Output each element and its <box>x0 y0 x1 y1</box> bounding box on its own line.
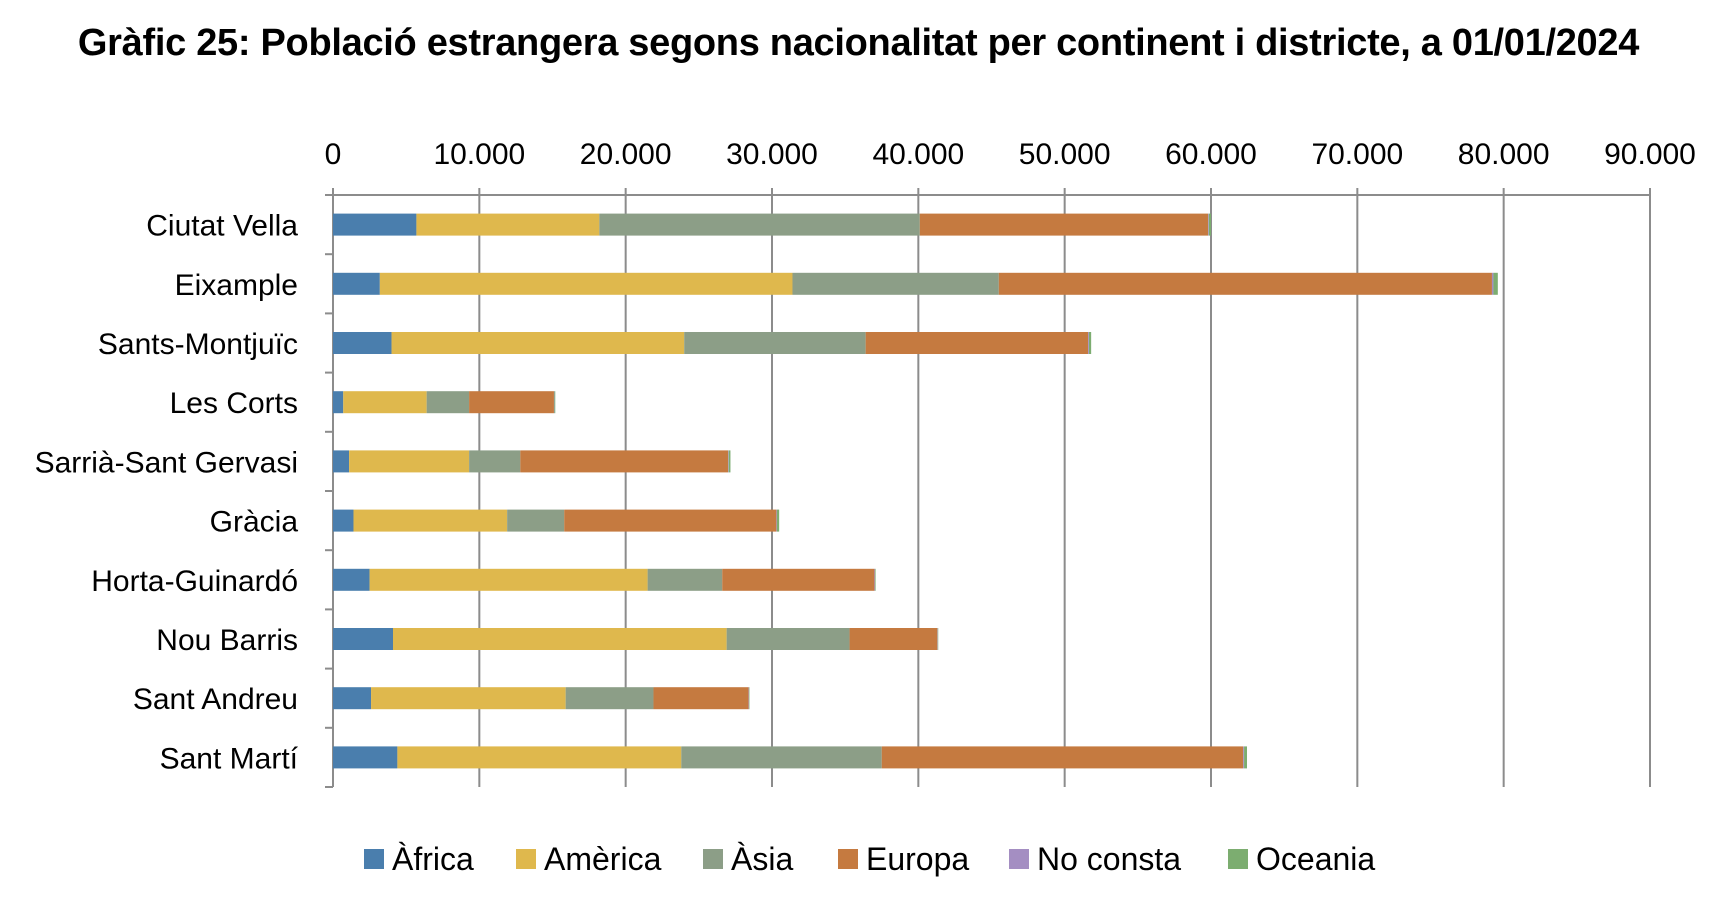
category-label: Sant Andreu <box>133 683 298 716</box>
category-label: Les Corts <box>170 387 298 420</box>
bar-segment <box>333 687 372 710</box>
x-tick-label: 60.000 <box>1165 138 1257 171</box>
bar-segment <box>1088 332 1092 354</box>
bar-segment <box>392 628 727 650</box>
bar-segment <box>998 272 1492 295</box>
bar-segment <box>333 628 393 650</box>
bar-segment <box>469 391 554 414</box>
x-tick-label: 40.000 <box>872 138 964 171</box>
bar-segment <box>333 272 380 295</box>
bar-segment <box>333 213 417 236</box>
bar-segment <box>554 391 556 414</box>
bar-segment <box>371 687 566 710</box>
bar-segment <box>333 509 354 532</box>
bar-segment <box>776 509 780 532</box>
bar-segment <box>1208 213 1209 236</box>
category-label: Sants-Montjuïc <box>98 328 298 361</box>
bar-segment <box>391 332 685 354</box>
bar-segment <box>722 568 875 591</box>
x-tick-label: 80.000 <box>1458 138 1550 171</box>
bar-segment <box>874 568 876 591</box>
x-tick-label: 30.000 <box>726 138 818 171</box>
bar-segment <box>333 391 344 414</box>
legend-label: Àfrica <box>392 841 474 877</box>
legend-label: Europa <box>866 841 969 877</box>
category-label: Horta-Guinardó <box>91 565 298 598</box>
bar-segment <box>684 332 866 354</box>
x-tick-label: 70.000 <box>1311 138 1403 171</box>
legend-swatch <box>364 849 384 869</box>
x-tick-label: 50.000 <box>1019 138 1111 171</box>
category-label: Nou Barris <box>156 624 298 657</box>
bar-segment <box>520 450 729 473</box>
bar-segment <box>875 568 876 591</box>
bar-segment <box>379 272 793 295</box>
bar-segment <box>416 213 600 236</box>
x-tick-label: 90.000 <box>1604 138 1696 171</box>
legend-swatch <box>516 849 536 869</box>
bar-segment <box>507 509 565 532</box>
x-tick-label: 10.000 <box>433 138 525 171</box>
category-label: Eixample <box>175 269 298 302</box>
bar-segment <box>599 213 920 236</box>
bar-segment <box>369 568 648 591</box>
bar-segment <box>333 332 392 354</box>
bar-segment <box>397 746 682 769</box>
x-tick-label: 20.000 <box>580 138 672 171</box>
bar-segment <box>919 213 1209 236</box>
bar-segment <box>1244 746 1247 769</box>
category-label: Sarrià-Sant Gervasi <box>35 446 298 479</box>
category-label: Ciutat Vella <box>146 210 298 243</box>
bar-segment <box>333 568 370 591</box>
legend-label: Àsia <box>731 841 793 877</box>
bar-segment <box>1493 272 1498 295</box>
bar-segment <box>564 509 777 532</box>
bar-segment <box>333 450 350 473</box>
legend-swatch <box>1009 849 1029 869</box>
bar-segment <box>881 746 1244 769</box>
bar-segment <box>865 332 1089 354</box>
bar-segment <box>653 687 749 710</box>
bar-segment <box>1491 272 1494 295</box>
bar-segment <box>1208 213 1211 236</box>
bar-segment <box>333 746 398 769</box>
bar-segment <box>647 568 723 591</box>
legend-label: Amèrica <box>544 841 662 877</box>
bar-segment <box>681 746 882 769</box>
bar-segment <box>1088 332 1089 354</box>
bar-segment <box>469 450 521 473</box>
bar-segment <box>728 450 729 473</box>
bar-segment <box>349 450 470 473</box>
bar-segment <box>1243 746 1245 769</box>
x-tick-label: 0 <box>325 138 342 171</box>
bar-segment <box>776 509 777 532</box>
chart-title: Gràfic 25: Població estrangera segons na… <box>77 22 1640 64</box>
legend-swatch <box>703 849 723 869</box>
bar-segment <box>728 450 731 473</box>
bar-segment <box>343 391 427 414</box>
bar-segment <box>726 628 850 650</box>
legend-swatch <box>1228 849 1248 869</box>
bar-segment <box>426 391 470 414</box>
bar-segment <box>849 628 938 650</box>
bar-segment <box>565 687 654 710</box>
category-label: Gràcia <box>210 506 299 539</box>
bar-segment <box>353 509 508 532</box>
category-label: Sant Martí <box>160 742 299 775</box>
legend-label: Oceania <box>1256 841 1375 877</box>
legend-label: No consta <box>1037 841 1181 877</box>
bar-segment <box>792 272 999 295</box>
legend-swatch <box>838 849 858 869</box>
